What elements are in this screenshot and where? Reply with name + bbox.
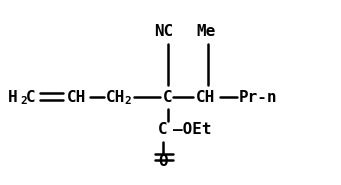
- Text: NC: NC: [154, 24, 173, 40]
- Text: C: C: [158, 122, 168, 137]
- Text: Me: Me: [196, 24, 215, 40]
- Text: C: C: [26, 90, 35, 105]
- Text: CH: CH: [106, 90, 125, 105]
- Text: —OEt: —OEt: [173, 122, 211, 137]
- Text: CH: CH: [196, 90, 215, 105]
- Text: 2: 2: [20, 96, 27, 106]
- Text: C: C: [163, 90, 173, 105]
- Text: 2: 2: [124, 96, 131, 106]
- Text: CH: CH: [67, 90, 86, 105]
- Text: O: O: [158, 154, 168, 169]
- Text: Pr-n: Pr-n: [239, 90, 278, 105]
- Text: H: H: [8, 90, 18, 105]
